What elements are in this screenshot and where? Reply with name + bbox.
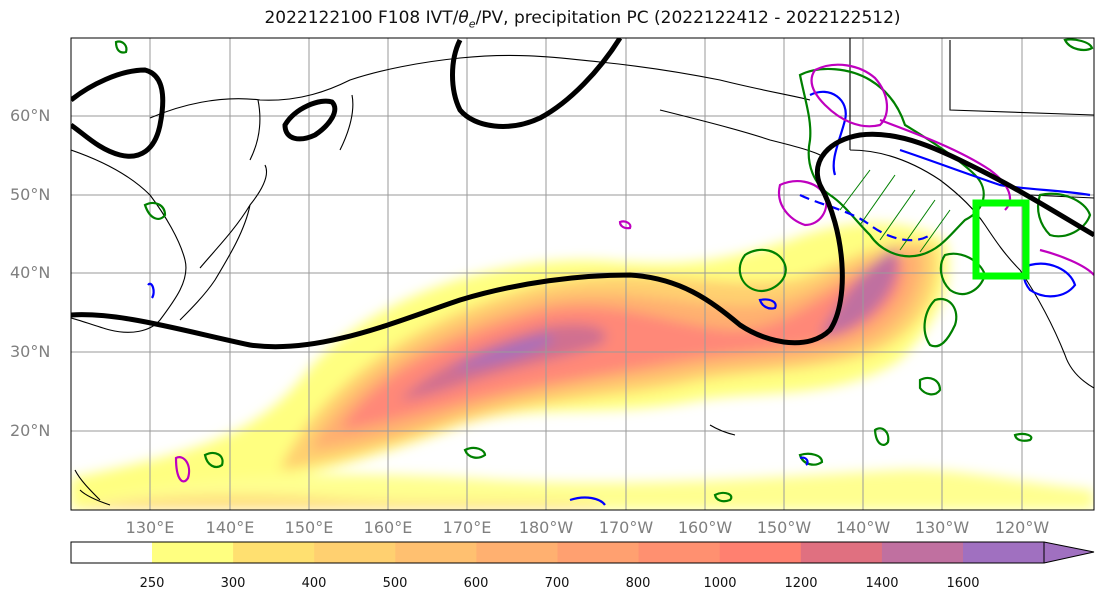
colorbar-tick-label: 300 (220, 576, 246, 591)
lon-label-140w: 140°W (835, 518, 891, 537)
colorbar-tick-label: 1600 (946, 576, 980, 591)
colorbar-swatch (152, 542, 234, 563)
colorbar-tick-label: 1200 (784, 576, 818, 591)
colorbar-tick-label: 800 (625, 576, 651, 591)
lon-label-120w: 120°W (994, 518, 1050, 537)
lon-label-150w: 150°W (756, 518, 812, 537)
colorbar-tick-label: 250 (139, 576, 165, 591)
lat-label-50n: 50°N (10, 185, 51, 204)
lon-label-180w: 180°W (518, 518, 574, 537)
lat-label-60n: 60°N (10, 106, 51, 125)
plot-frame (70, 37, 1095, 511)
colorbar-swatch (395, 542, 477, 563)
colorbar-swatch (963, 542, 1044, 563)
lon-label-170e: 170°E (442, 518, 492, 537)
lon-label-170w: 170°W (598, 518, 654, 537)
colorbar-swatch (557, 542, 640, 563)
hatched-area (839, 169, 951, 253)
chart-title: 2022122100 F108 IVT/θe/PV, precipitation… (264, 8, 901, 31)
lon-label-150e: 150°E (284, 518, 334, 537)
colorbar-swatch (638, 542, 721, 563)
colorbar-tick-label: 600 (463, 576, 489, 591)
colorbar-swatch (800, 542, 883, 563)
lon-label-160e: 160°E (363, 518, 413, 537)
lon-label-140e: 140°E (205, 518, 255, 537)
precip-magenta-contours (174, 63, 1094, 483)
lon-label-130e: 130°E (125, 518, 175, 537)
colorbar-swatch (476, 542, 558, 563)
lon-label-160w: 160°W (677, 518, 733, 537)
colorbar-swatch (719, 542, 802, 563)
lat-label-30n: 30°N (10, 342, 51, 361)
colorbar-swatch (881, 542, 964, 563)
colorbar-swatch (314, 542, 396, 563)
gridlines (71, 38, 1094, 510)
lat-label-20n: 20°N (10, 421, 51, 440)
colorbar-tick-label: 400 (301, 576, 327, 591)
target-region-box (972, 199, 1030, 280)
colorbar-tick-label: 1400 (865, 576, 899, 591)
colorbar-tick-label: 1000 (703, 576, 737, 591)
lon-label-130w: 130°W (914, 518, 970, 537)
colorbar (70, 541, 1095, 564)
colorbar-tick-label: 500 (382, 576, 408, 591)
ivt-plume (71, 223, 1094, 510)
coastlines (71, 38, 1094, 506)
colorbar-tick-label: 700 (544, 576, 570, 591)
colorbar-swatch (233, 542, 315, 563)
precip-green-contours (114, 38, 1094, 503)
lat-label-40n: 40°N (10, 263, 51, 282)
pv-contours (71, 38, 1094, 350)
